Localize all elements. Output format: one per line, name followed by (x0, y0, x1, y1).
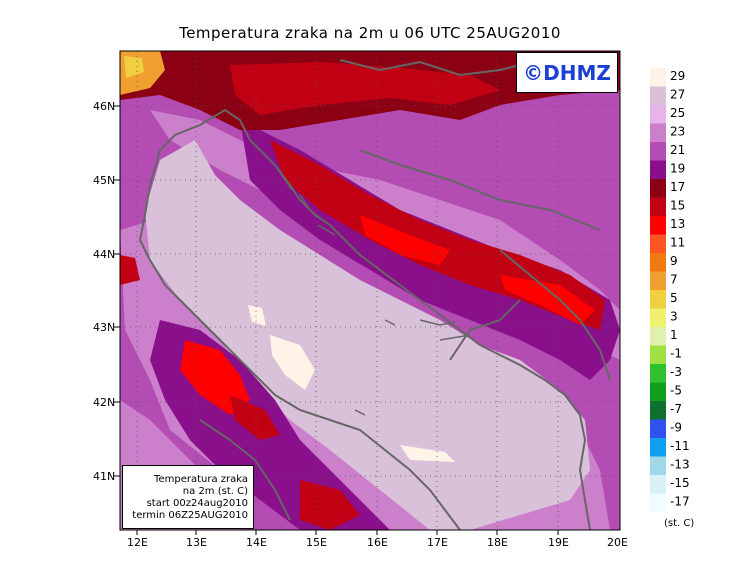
colorbar-swatch (650, 382, 666, 401)
colorbar-swatch (650, 290, 666, 309)
map-title: Temperatura zraka na 2m u 06 UTC 25AUG20… (179, 24, 561, 42)
colorbar-swatch (650, 364, 666, 383)
colorbar-label: 7 (670, 273, 678, 287)
islands (274, 164, 471, 416)
dhmz-logo: ©DHMZ (516, 52, 618, 93)
alps-yellow (124, 56, 144, 78)
info-box: Temperatura zraka na 2m (st. C) start 00… (122, 465, 254, 529)
apennines-hot-2 (230, 395, 280, 440)
info-line-1: Temperatura zraka (154, 474, 248, 485)
adriatic-sea (145, 140, 590, 530)
colorbar-swatch (650, 197, 666, 216)
colorbar-label: -1 (670, 347, 682, 361)
colorbar-swatch (650, 345, 666, 364)
colorbar-swatch (650, 401, 666, 420)
lon-label-16: 16E (367, 536, 388, 549)
warm-patch-3 (400, 445, 455, 462)
lat-label-41: 41N (93, 470, 115, 483)
colorbar-label: 1 (670, 328, 678, 342)
dinaric-hot (360, 215, 450, 265)
lon-label-12: 12E (127, 536, 148, 549)
colorbar-label: 21 (670, 143, 685, 157)
graticule (120, 51, 620, 530)
lon-label-14: 14E (246, 536, 267, 549)
colorbar-swatch (650, 271, 666, 290)
colorbar-label: -15 (670, 476, 690, 490)
lat-label-43: 43N (93, 321, 115, 334)
colorbar-swatch (650, 308, 666, 327)
lon-axis: 12E 13E 14E 15E 16E 17E 18E 19E 20E (127, 536, 628, 549)
colorbar-label: 5 (670, 291, 678, 305)
colorbar-swatch (650, 253, 666, 272)
colorbar-label: 23 (670, 125, 685, 139)
colorbar-label: -17 (670, 495, 690, 509)
colorbar-swatch (650, 475, 666, 494)
lon-label-15: 15E (306, 536, 327, 549)
lon-ticks (136, 530, 559, 535)
lon-label-19: 19E (548, 536, 569, 549)
info-line-4: termin 06Z25AUG2010 (132, 510, 248, 521)
colorbar-label: -9 (670, 421, 682, 435)
warm-patch-1 (270, 335, 315, 390)
colorbar-swatch (650, 105, 666, 124)
colorbar-swatch (650, 86, 666, 105)
colorbar-label: -11 (670, 439, 690, 453)
units-label: (st. C) (664, 518, 695, 529)
colorbar-swatch (650, 68, 666, 87)
colorbar-label: 3 (670, 310, 678, 324)
info-line-3: start 00z24aug2010 (146, 498, 248, 509)
warm-patch-2 (248, 305, 266, 326)
colorbar-label: 17 (670, 180, 685, 194)
colorbar-swatch (650, 456, 666, 475)
apennines-south (300, 480, 360, 530)
lon-label-20: 20E (607, 536, 628, 549)
lat-label-42: 42N (93, 396, 115, 409)
lat-label-46: 46N (93, 100, 115, 113)
lon-label-18: 18E (487, 536, 508, 549)
colorbar-swatch (650, 142, 666, 161)
coastlines (138, 58, 611, 530)
colorbar-label: 19 (670, 162, 685, 176)
alps-hot (230, 62, 500, 115)
colorbar-label: 29 (670, 69, 685, 83)
colorbar-label: 27 (670, 88, 685, 102)
colorbar-swatch (650, 234, 666, 253)
lon-label-13: 13E (186, 536, 207, 549)
colorbar-swatch (650, 419, 666, 438)
colorbar-label: 13 (670, 217, 685, 231)
lat-ticks (114, 105, 120, 477)
colorbar-swatch (650, 160, 666, 179)
colorbar-label: 11 (670, 236, 685, 250)
colorbar-label: 25 (670, 106, 685, 120)
colorbar-swatch (650, 216, 666, 235)
colorbar-swatch (650, 179, 666, 198)
colorbar-label: -13 (670, 458, 690, 472)
info-line-2: na 2m (st. C) (182, 486, 248, 497)
lon-label-17: 17E (427, 536, 448, 549)
colorbar-swatch (650, 493, 666, 512)
lat-label-44: 44N (93, 248, 115, 261)
colorbar-swatch (650, 327, 666, 346)
colorbar-label: -7 (670, 402, 682, 416)
colorbar-label: -5 (670, 384, 682, 398)
colorbar-swatch (650, 123, 666, 142)
lat-label-45: 45N (93, 174, 115, 187)
map-frame (119, 50, 621, 531)
colorbar-swatch (650, 438, 666, 457)
colorbar-label: 15 (670, 199, 685, 213)
po-plain-cold (120, 255, 140, 285)
lat-axis: 46N 45N 44N 43N 42N 41N (93, 100, 115, 483)
colorbar-label: -3 (670, 365, 682, 379)
colorbar-label: 9 (670, 254, 678, 268)
